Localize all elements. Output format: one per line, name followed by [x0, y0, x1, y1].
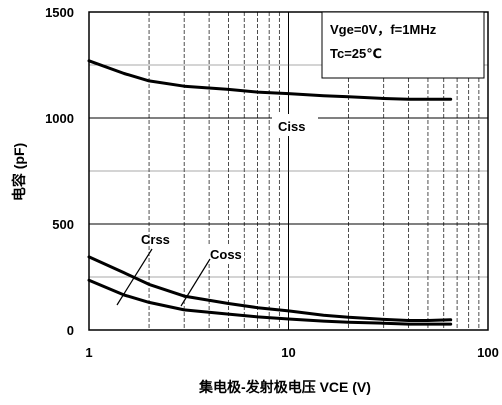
y-tick-label: 0 [67, 323, 74, 338]
x-tick-label: 10 [281, 345, 295, 360]
x-axis-label: 集电极-发射极电压 VCE (V) [198, 379, 371, 395]
series-lines [87, 59, 453, 326]
x-tick-labels: 1 10 100 [85, 345, 498, 360]
series-annotations: Ciss Crss Coss [116, 114, 318, 307]
series-line-ciss [87, 59, 453, 101]
series-label-ciss: Ciss [278, 119, 305, 134]
series-label-crss: Crss [141, 232, 170, 247]
coss-leader-line [180, 258, 211, 307]
y-axis-label: 电容 (pF) [11, 143, 27, 201]
conditions-line-2: Tc=25℃ [330, 46, 382, 61]
y-tick-label: 500 [52, 217, 74, 232]
y-tick-labels: 0 500 1000 1500 [45, 5, 74, 338]
conditions-box: Vge=0V，f=1MHz Tc=25℃ [321, 11, 485, 79]
y-tick-label: 1000 [45, 111, 74, 126]
crss-leader-line [116, 248, 153, 306]
series-line-crss [87, 278, 453, 326]
series-line-coss [87, 255, 453, 322]
x-tick-label: 1 [85, 345, 92, 360]
series-label-coss: Coss [210, 247, 242, 262]
grid [89, 12, 488, 330]
x-tick-label: 100 [477, 345, 499, 360]
conditions-line-1: Vge=0V，f=1MHz [330, 22, 437, 37]
plot-frame [88, 11, 489, 331]
y-tick-label: 1500 [45, 5, 74, 20]
